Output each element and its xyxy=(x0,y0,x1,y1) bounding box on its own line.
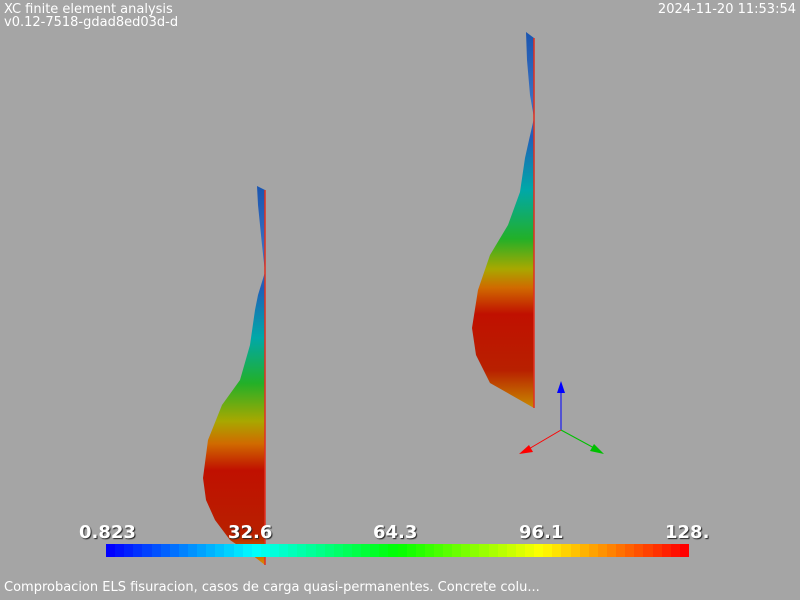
scalar-bar-band xyxy=(616,544,626,557)
scalar-bar-band xyxy=(324,544,334,557)
scalar-bar-band xyxy=(470,544,480,557)
scalar-bar-band xyxy=(452,544,462,557)
scalar-bar-band xyxy=(634,544,644,557)
scalar-bar-band xyxy=(607,544,617,557)
scalar-bar-tick-label: 0.823 xyxy=(79,522,136,543)
axis-x-arrow xyxy=(519,445,533,454)
scalar-bar-band xyxy=(260,544,270,557)
scalar-bar-tick-label: 64.3 xyxy=(373,522,418,543)
scalar-bar-band xyxy=(370,544,380,557)
scalar-bar-band xyxy=(178,544,188,557)
scalar-bar-band xyxy=(570,544,580,557)
scalar-bar-band xyxy=(661,544,671,557)
timestamp: 2024-11-20 11:53:54 xyxy=(657,2,796,17)
scalar-bar-band xyxy=(106,544,116,557)
scalar-bar-band xyxy=(215,544,225,557)
scalar-bar-band xyxy=(251,544,261,557)
scalar-bar-band xyxy=(379,544,389,557)
app-version: v0.12-7518-gdad8ed03d-d xyxy=(4,15,179,30)
scalar-bar-band xyxy=(351,544,362,557)
scalar-bar-band xyxy=(479,544,489,557)
scalar-bar-band xyxy=(233,544,243,557)
diagram-right-fill xyxy=(472,32,534,408)
app-title: XC finite element analysis xyxy=(4,2,173,17)
scalar-bar-tick-label: 96.1 xyxy=(519,522,564,543)
scalar-bar-band xyxy=(242,544,252,557)
scalar-bar-band xyxy=(543,544,553,557)
scalar-bar-band xyxy=(160,544,170,557)
scalar-bar-band xyxy=(525,544,535,557)
diagram-left-fill xyxy=(203,186,265,565)
scalar-bar-band xyxy=(169,544,179,557)
scalar-bar-band xyxy=(133,544,143,557)
scalar-bar-tick-label: 32.6 xyxy=(228,522,273,543)
scalar-bar-band xyxy=(625,544,635,557)
scalar-bar-band xyxy=(597,544,608,557)
scalar-bar-band xyxy=(206,544,216,557)
scalar-bar-band xyxy=(224,544,234,557)
scalar-bar-band xyxy=(333,544,343,557)
scalar-bar-band xyxy=(124,544,134,557)
axis-y-line xyxy=(560,429,597,450)
scalar-bar-band xyxy=(461,544,471,557)
scalar-bar-tick-label: 128. xyxy=(665,522,710,543)
scalar-bar-band xyxy=(679,544,689,557)
scalar-bar-band xyxy=(588,544,598,557)
axis-x-line xyxy=(526,429,562,451)
scalar-bar-band xyxy=(534,544,544,557)
scalar-bar-band xyxy=(397,544,407,557)
axis-z-arrow xyxy=(557,381,565,393)
scalar-bar-band xyxy=(552,544,562,557)
scalar-bar-band xyxy=(415,544,425,557)
scalar-bar-band xyxy=(115,544,125,557)
scalar-bar-band xyxy=(279,544,289,557)
scalar-bar-band xyxy=(515,544,526,557)
scalar-bar-band xyxy=(388,544,398,557)
scalar-bar-band xyxy=(269,544,280,557)
axes-triad-icon xyxy=(519,381,604,454)
scalar-bar-band xyxy=(443,544,453,557)
scalar-bar-band xyxy=(342,544,352,557)
scalar-bar-band xyxy=(433,544,444,557)
scalar-bar-band xyxy=(424,544,434,557)
scalar-bar-band xyxy=(652,544,662,557)
scalar-bar-band xyxy=(315,544,325,557)
scalar-bar-band xyxy=(406,544,416,557)
scalar-bar-band xyxy=(561,544,571,557)
scalar-bar-band xyxy=(497,544,507,557)
scalar-bar-band xyxy=(197,544,207,557)
scalar-bar-band xyxy=(670,544,680,557)
scalar-bar-band xyxy=(187,544,198,557)
scalar-bar-band xyxy=(306,544,316,557)
scalar-bar xyxy=(106,544,689,557)
caption: Comprobacion ELS fisuracion, casos de ca… xyxy=(4,580,540,595)
scalar-bar-band xyxy=(288,544,298,557)
scalar-bar-band xyxy=(297,544,307,557)
diagram-left xyxy=(203,186,266,565)
scalar-bar-band xyxy=(643,544,653,557)
diagram-right xyxy=(472,32,535,408)
scalar-bar-band xyxy=(488,544,498,557)
scalar-bar-band xyxy=(151,544,161,557)
scalar-bar-band xyxy=(579,544,589,557)
scalar-bar-band xyxy=(142,544,152,557)
axis-y-arrow xyxy=(590,444,604,454)
scalar-bar-band xyxy=(506,544,516,557)
scalar-bar-band xyxy=(361,544,371,557)
